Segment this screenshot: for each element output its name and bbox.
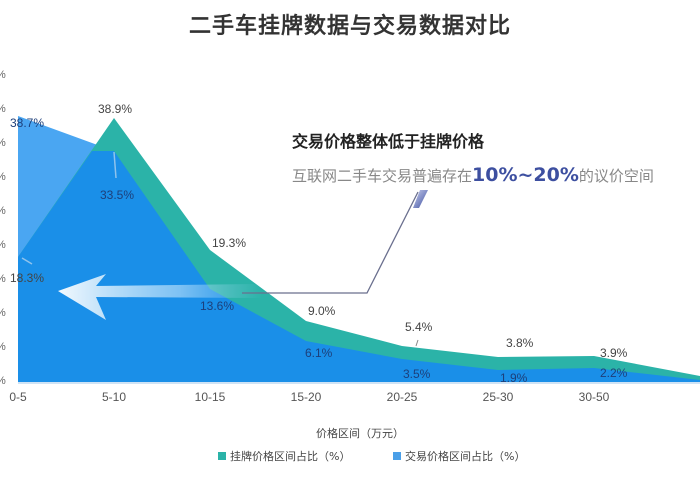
x-tick: 30-50 (578, 390, 610, 404)
chart-title: 二手车挂牌数据与交易数据对比 (188, 14, 511, 39)
transaction-label: 1.9% (500, 371, 528, 385)
annotation-heading: 交易价格整体低于挂牌价格 (292, 132, 485, 151)
x-tick: 25-30 (482, 390, 514, 404)
listing-label: 38.9% (98, 102, 133, 116)
annotation-highlight: 10%~20% (472, 164, 579, 186)
y-tick: % (0, 69, 6, 81)
x-tick: 20-25 (386, 390, 418, 404)
legend-label-listing: 挂牌价格区间占比（%） (230, 450, 351, 463)
transaction-label: 38.7% (10, 116, 45, 130)
legend-swatch-transaction (393, 452, 401, 460)
legend-label-transaction: 交易价格区间占比（%） (405, 450, 526, 463)
y-tick: % (0, 273, 6, 285)
y-tick: % (0, 341, 6, 353)
transaction-label: 3.5% (403, 367, 431, 381)
y-tick: % (0, 239, 6, 251)
legend-item-listing: 挂牌价格区间占比（%） (218, 448, 350, 464)
legend-swatch-listing (218, 452, 226, 460)
legend-item-transaction: 交易价格区间占比（%） (393, 448, 525, 464)
x-tick: 5-10 (101, 390, 127, 404)
y-tick: % (0, 205, 6, 217)
annotation-sub-suffix: 的议价空间 (578, 167, 654, 185)
listing-label: 5.4% (405, 320, 433, 334)
x-axis-title: 价格区间（万元） (316, 427, 404, 440)
listing-label: 3.9% (600, 346, 628, 360)
listing-label: 3.8% (506, 336, 534, 350)
y-tick: % (0, 307, 6, 319)
listing-label: 9.0% (308, 304, 336, 318)
callout-slash-icon (413, 190, 428, 208)
y-tick: % (0, 171, 6, 183)
callout-line (242, 191, 419, 294)
listing-label: 19.3% (212, 236, 247, 250)
annotation-sub-prefix: 互联网二手车交易普遍存在 (292, 167, 473, 185)
transaction-label: 6.1% (305, 346, 333, 360)
x-tick: 0-5 (9, 390, 27, 404)
transaction-label: 33.5% (100, 188, 135, 202)
y-tick: % (0, 137, 6, 149)
transaction-label: 13.6% (200, 299, 235, 313)
y-tick: % (0, 375, 6, 387)
arrow-left-icon (58, 274, 262, 320)
x-tick: 15-20 (290, 390, 322, 404)
x-tick: 10-15 (194, 390, 226, 404)
listing-label: 18.3% (10, 271, 45, 285)
transaction-label: 2.2% (600, 366, 628, 380)
overlap-area (18, 151, 700, 383)
annotation-subtext: 互联网二手车交易普遍存在10%~20%的议价空间 (292, 164, 654, 186)
y-tick: % (0, 103, 6, 115)
